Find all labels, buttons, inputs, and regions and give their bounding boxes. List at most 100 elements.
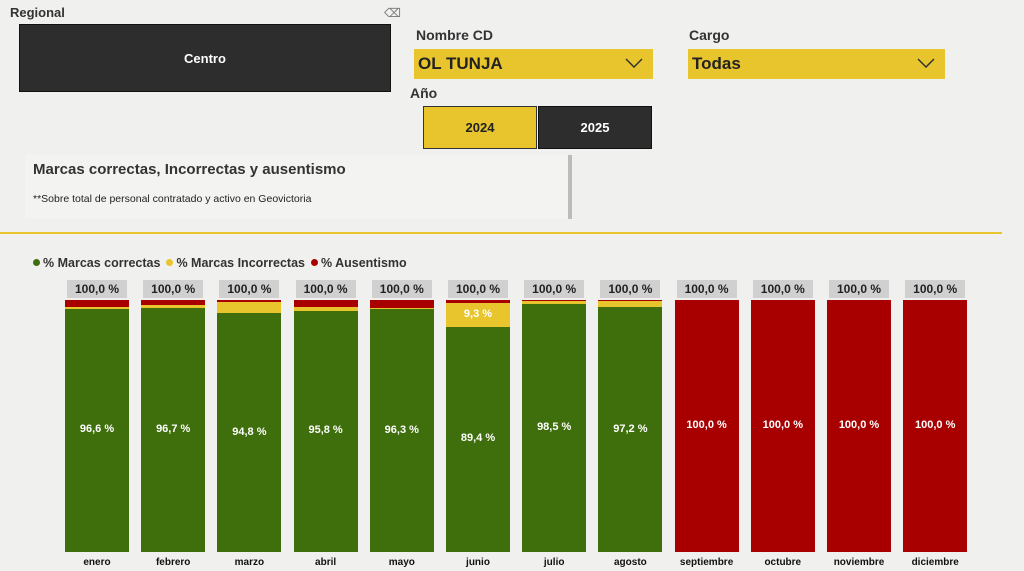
x-tick-label: septiembre (679, 557, 734, 568)
total-label: 100,0 % (67, 280, 127, 298)
data-label: 96,7 % (156, 423, 191, 436)
total-label: 100,0 % (600, 280, 661, 298)
total-label: 100,0 % (905, 280, 966, 298)
data-label: 98,5 % (537, 420, 572, 433)
card-subtitle: **Sobre total de personal contratado y a… (33, 193, 312, 205)
segment-correctas[interactable]: 96,7 % (141, 308, 206, 552)
x-tick-label: diciembre (911, 557, 959, 568)
segment-ausentismo[interactable]: 100,0 % (674, 300, 739, 552)
data-label: 94,8 % (232, 425, 267, 438)
segment-incorrectas[interactable] (598, 300, 663, 308)
bar-mayo[interactable]: 96,3 % (369, 300, 434, 552)
total-label: 100,0 % (829, 280, 889, 298)
segment-correctas[interactable]: 96,3 % (369, 309, 434, 552)
bar-noviembre[interactable]: 100,0 % (827, 300, 891, 552)
x-tick-label: junio (466, 557, 490, 568)
x-tick-label: marzo (234, 557, 265, 568)
segment-ausentismo[interactable] (522, 300, 587, 301)
bar-marzo[interactable]: 94,8 % (217, 300, 282, 552)
segment-ausentismo[interactable]: 100,0 % (903, 300, 968, 552)
segment-correctas[interactable]: 95,8 % (293, 310, 358, 552)
nombre-cd-label: Nombre CD (416, 27, 494, 43)
data-label: 100,0 % (838, 419, 880, 431)
x-tick-label: abril (315, 557, 337, 568)
data-label: 89,4 % (460, 432, 496, 445)
segment-ausentismo[interactable]: 100,0 % (827, 300, 891, 552)
legend-dot-icon (33, 259, 40, 266)
nombre-cd-dropdown[interactable]: OL TUNJA (414, 49, 653, 79)
x-tick-label: agosto (614, 557, 647, 568)
bar-febrero[interactable]: 96,7 % (141, 300, 206, 552)
total-label: 100,0 % (295, 280, 356, 298)
data-label: 100,0 % (915, 419, 956, 431)
segment-ausentismo[interactable] (217, 300, 282, 302)
data-label: 100,0 % (686, 419, 727, 431)
segment-correctas[interactable]: 98,5 % (522, 303, 587, 552)
legend-dot-icon (166, 259, 174, 266)
bar-agosto[interactable]: 97,2 % (598, 300, 663, 552)
segment-ausentismo[interactable] (293, 300, 358, 308)
legend-correctas[interactable]: % Marcas correctas (33, 256, 160, 270)
legend-dot-icon (310, 259, 318, 266)
year-2024-button[interactable]: 2024 (423, 106, 537, 149)
cargo-label: Cargo (689, 27, 730, 43)
segment-incorrectas[interactable] (522, 300, 587, 304)
segment-ausentismo[interactable] (598, 300, 663, 301)
data-label: 100,0 % (762, 419, 803, 431)
title-card: Marcas correctas, Incorrectas y ausentis… (25, 155, 572, 219)
data-label: 96,3 % (384, 423, 419, 436)
segment-ausentismo[interactable] (446, 300, 510, 304)
year-2025-button[interactable]: 2025 (538, 106, 652, 149)
bar-septiembre[interactable]: 100,0 % (674, 300, 739, 552)
x-tick-label: febrero (155, 557, 191, 568)
bar-julio[interactable]: 98,5 % (522, 300, 587, 552)
segment-incorrectas[interactable] (369, 307, 434, 310)
bar-junio[interactable]: 89,4 % 9,3 % (446, 300, 510, 552)
total-label: 100,0 % (219, 280, 280, 298)
data-label: 95,8 % (308, 424, 343, 437)
legend-ausentismo[interactable]: % Ausentismo (310, 256, 407, 270)
segment-correctas[interactable]: 97,2 % (598, 307, 663, 552)
x-tick-label: octubre (764, 557, 802, 568)
regional-centro-button[interactable]: Centro (19, 24, 391, 92)
segment-ausentismo[interactable] (369, 300, 434, 308)
total-label: 100,0 % (371, 280, 432, 298)
segment-ausentismo[interactable] (141, 300, 206, 306)
segment-incorrectas[interactable] (293, 307, 358, 311)
legend-incorrectas[interactable]: % Marcas Incorrectas (166, 256, 305, 270)
chevron-down-icon (625, 58, 643, 68)
nombre-cd-value: OL TUNJA (418, 54, 503, 73)
divider (0, 232, 1002, 234)
x-tick-label: noviembre (833, 557, 885, 568)
segment-correctas[interactable]: 94,8 % (217, 313, 282, 552)
bar-octubre[interactable]: 100,0 % (750, 300, 815, 552)
segment-incorrectas[interactable] (217, 301, 282, 314)
cargo-dropdown[interactable]: Todas (688, 49, 945, 79)
data-label: 9,3 % (463, 308, 493, 320)
cargo-value: Todas (692, 54, 741, 73)
segment-correctas[interactable]: 96,6 % (65, 308, 129, 552)
data-label: 97,2 % (613, 422, 648, 435)
data-label: 96,6 % (79, 423, 115, 436)
total-label: 100,0 % (448, 280, 508, 298)
card-title: Marcas correctas, Incorrectas y ausentis… (33, 161, 346, 178)
chart-legend: % Marcas correctas % Marcas Incorrectas … (33, 256, 407, 270)
regional-label: Regional (10, 5, 65, 20)
total-label: 100,0 % (143, 280, 204, 298)
x-tick-label: julio (543, 557, 565, 568)
total-label: 100,0 % (676, 280, 737, 298)
x-tick-label: mayo (388, 557, 415, 568)
chevron-down-icon (917, 58, 935, 68)
eraser-icon[interactable]: ⌫ (384, 6, 401, 20)
segment-ausentismo[interactable]: 100,0 % (750, 300, 815, 552)
segment-incorrectas[interactable]: 9,3 % (446, 303, 510, 327)
bar-enero[interactable]: 96,6 % (65, 300, 129, 552)
segment-incorrectas[interactable] (141, 305, 206, 309)
x-tick-label: enero (83, 557, 111, 568)
bar-diciembre[interactable]: 100,0 % (903, 300, 968, 552)
total-label: 100,0 % (524, 280, 585, 298)
segment-ausentismo[interactable] (65, 300, 129, 308)
segment-incorrectas[interactable] (65, 307, 129, 309)
segment-correctas[interactable]: 89,4 % (446, 326, 510, 552)
bar-abril[interactable]: 95,8 % (293, 300, 358, 552)
